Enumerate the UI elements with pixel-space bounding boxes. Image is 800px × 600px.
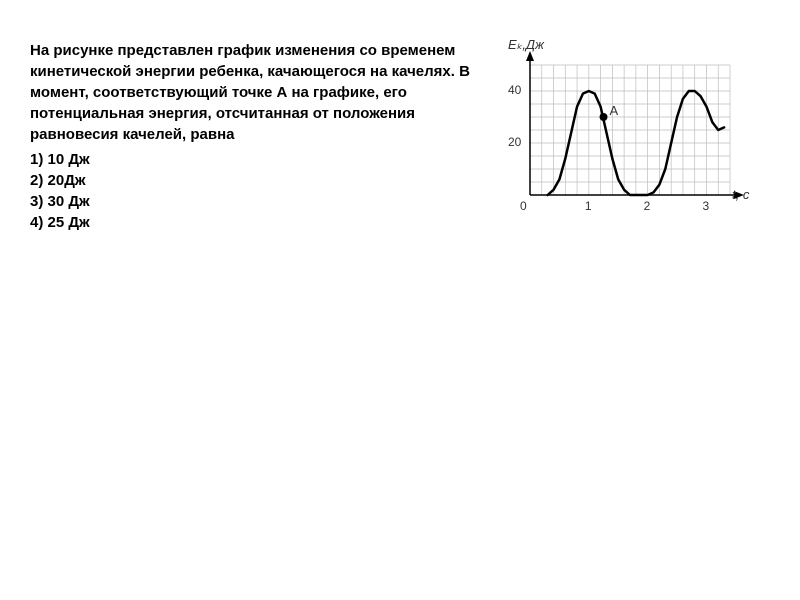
y-axis-label: Eₖ,Дж [508,37,544,53]
option-2: 2) 20Дж [30,170,470,191]
x-tick-2: 2 [644,199,651,213]
option-1: 1) 10 Дж [30,149,470,170]
answer-options: 1) 10 Дж 2) 20Дж 3) 30 Дж 4) 25 Дж [30,149,470,233]
chart-svg [490,40,750,240]
y-tick-40: 40 [508,83,521,97]
x-axis-label: t, с [732,187,749,202]
point-a-label: А [610,103,619,118]
y-tick-20: 20 [508,135,521,149]
question-block: На рисунке представлен график изменения … [30,40,470,240]
question-text: На рисунке представлен график изменения … [30,40,470,145]
option-3: 3) 30 Дж [30,191,470,212]
x-tick-1: 1 [585,199,592,213]
option-4: 4) 25 Дж [30,212,470,233]
x-tick-0: 0 [520,199,527,213]
kinetic-energy-chart: Eₖ,Дж t, с 20 40 0 1 2 3 А [490,40,750,240]
x-tick-3: 3 [702,199,709,213]
